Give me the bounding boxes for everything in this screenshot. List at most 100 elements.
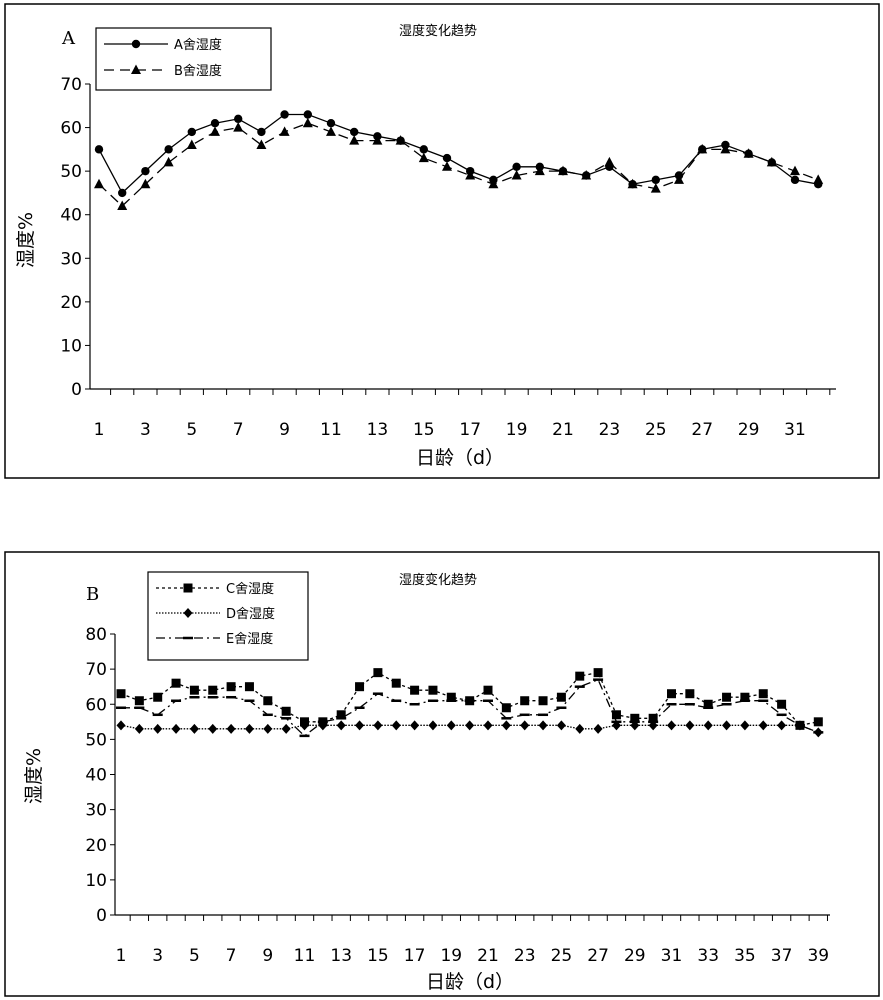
panel-a-x-tick-label: 15 [413,420,435,440]
panel-a-x-tick-label: 25 [645,420,667,440]
panel-a-data-point [488,178,499,189]
panel-b-data-point [575,723,585,734]
panel-b-data-point [538,720,548,731]
panel-b-data-point [263,696,273,706]
panel-b-data-point [501,720,511,731]
panel-a-legend-label: A舍湿度 [174,37,222,53]
panel-a-data-point [256,139,267,149]
panel-a-data-point [558,165,568,176]
panel-a-data-point [442,153,452,163]
panel-a-data-point [511,170,522,180]
panel-b-data-point [446,720,456,731]
panel-b-y-tick-label: 10 [85,871,107,891]
panel-b-data-point [667,720,676,731]
panel-b-legend-marker [183,608,193,618]
panel-b-data-point [611,710,621,720]
panel-b-x-tick-label: 1 [116,946,127,966]
panel-a-data-point [790,165,800,176]
panel-a-data-point [743,148,754,158]
panel-a-y-tick-label: 20 [60,293,82,313]
panel-a-x-tick-label: 11 [320,420,342,440]
panel-a-data-point [303,110,312,119]
panel-a-data-point [117,200,128,210]
panel-b-x-tick-label: 15 [367,946,389,966]
panel-b-data-point [134,696,144,706]
panel-b-data-point [300,720,309,731]
panel-b-data-point [281,723,291,734]
panel-a-data-point [813,174,824,184]
panel-b-data-point [244,723,254,734]
panel-a-y-tick-label: 60 [60,119,82,139]
panel-b-data-point [685,689,695,699]
panel-a-data-point [326,119,336,128]
panel-b-data-point [336,720,346,731]
panel-a-legend-marker [131,64,141,74]
panel-a-x-tick-label: 23 [599,420,621,440]
panel-a-data-point [94,145,104,154]
panel-b-y-tick-label: 40 [85,766,107,786]
panel-b-x-tick-label: 17 [404,946,426,966]
panel-b-data-point [483,720,493,731]
panel-b-data-point [483,685,493,695]
panel-b-data-point [189,685,199,695]
panel-a-data-point [164,145,173,154]
panel-b-x-tick-label: 31 [661,946,683,966]
panel-a-x-tick-label: 1 [94,420,105,440]
panel-a-data-point [581,170,592,180]
panel-b-letter: B [86,584,99,605]
panel-b-data-point [391,720,401,731]
panel-b-data-point [722,720,732,731]
panel-a-series-2 [94,117,824,210]
panel-b-data-point [593,723,603,734]
panel-a-data-point [163,156,174,167]
panel-b-data-point [208,723,218,734]
panel-b-y-tick-label: 60 [85,695,107,715]
panel-a-data-point [697,143,708,154]
panel-a-data-point [118,188,127,198]
panel-a-x-tick-label: 19 [506,420,528,440]
panel-b-series-line [120,671,819,727]
panel-a-data-point [234,114,243,124]
panel-b-data-point [740,692,750,702]
panel-b-data-point [703,720,713,731]
panel-a-data-point [790,175,800,185]
panel-a-data-point [257,127,266,137]
panel-b-x-tick-label: 39 [807,946,829,966]
panel-b-data-point [703,699,713,709]
panel-b-legend-label: D舍湿度 [226,606,275,622]
panel-a-data-point [512,162,521,171]
panel-a-data-point [372,135,383,145]
panel-a-data-point [604,156,615,167]
panel-b-series-3 [116,678,824,738]
panel-b-data-point [171,723,181,734]
panel-b-data-point [556,720,566,731]
panel-a-x-tick-label: 31 [784,420,806,440]
panel-b-data-point [575,671,585,681]
panel-b-data-point [777,699,787,709]
panel-b-data-point [465,720,475,731]
panel-b-legend [147,571,309,661]
panel-b-data-point [171,678,181,688]
panel-b-data-point [391,678,401,688]
panel-a-x-tick-label: 9 [279,420,290,440]
panel-b-x-tick-label: 33 [697,946,719,966]
panel-b-y-tick-label: 20 [85,836,107,856]
panel-b-data-point [520,696,530,706]
panel-a-data-point [140,178,151,189]
panel-a-data-point [418,152,429,163]
panel-a-data-point [279,126,290,136]
panel-b-y-tick-label: 0 [96,906,107,926]
panel-a-data-point [233,122,244,132]
panel-b-x-tick-label: 23 [514,946,536,966]
panel-a-data-point [395,135,406,145]
panel-b-data-point [538,696,548,706]
panel-a-data-point [186,139,197,149]
panel-b-x-tick-label: 9 [262,946,273,966]
panel-b-x-tick-label: 37 [771,946,793,966]
panel-b-data-point [134,723,144,734]
panel-b-data-point [373,668,383,678]
panel-b-data-point [116,689,126,699]
panel-a-data-point [419,145,428,154]
